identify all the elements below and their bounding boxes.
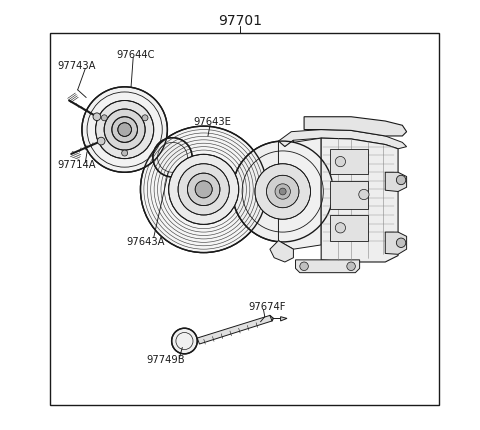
Circle shape bbox=[97, 137, 105, 145]
Circle shape bbox=[112, 117, 137, 142]
Bar bbox=[330, 181, 368, 209]
Circle shape bbox=[121, 150, 128, 156]
Bar bbox=[330, 149, 368, 175]
Bar bbox=[330, 215, 368, 241]
Circle shape bbox=[232, 141, 333, 242]
Text: 97701: 97701 bbox=[218, 14, 262, 28]
Circle shape bbox=[335, 223, 346, 233]
Circle shape bbox=[178, 164, 229, 215]
Circle shape bbox=[347, 262, 355, 270]
Circle shape bbox=[93, 113, 101, 120]
Polygon shape bbox=[278, 138, 321, 249]
Circle shape bbox=[396, 238, 406, 248]
Circle shape bbox=[118, 123, 132, 136]
Text: 97743A: 97743A bbox=[57, 61, 96, 71]
Circle shape bbox=[142, 115, 148, 121]
Polygon shape bbox=[304, 117, 407, 136]
Circle shape bbox=[195, 181, 212, 198]
Polygon shape bbox=[278, 129, 407, 149]
Circle shape bbox=[300, 262, 308, 270]
Polygon shape bbox=[281, 316, 287, 321]
Circle shape bbox=[101, 115, 108, 121]
Circle shape bbox=[359, 189, 369, 200]
Circle shape bbox=[279, 188, 286, 195]
Polygon shape bbox=[197, 315, 272, 344]
Text: 97714A: 97714A bbox=[57, 160, 96, 169]
Text: 97749B: 97749B bbox=[147, 355, 185, 365]
Text: 97674F: 97674F bbox=[249, 302, 286, 312]
Circle shape bbox=[104, 109, 145, 150]
Text: 97643E: 97643E bbox=[193, 117, 231, 127]
Circle shape bbox=[255, 164, 311, 219]
Polygon shape bbox=[385, 232, 407, 254]
Text: 97643A: 97643A bbox=[127, 237, 165, 247]
Circle shape bbox=[96, 101, 154, 159]
Circle shape bbox=[141, 126, 267, 252]
Circle shape bbox=[396, 175, 406, 184]
Polygon shape bbox=[270, 241, 293, 262]
Circle shape bbox=[168, 154, 239, 224]
Polygon shape bbox=[321, 138, 398, 262]
Circle shape bbox=[188, 173, 220, 206]
Circle shape bbox=[82, 87, 168, 172]
Circle shape bbox=[172, 328, 197, 354]
Polygon shape bbox=[385, 172, 407, 191]
Text: 97644C: 97644C bbox=[116, 50, 155, 60]
Bar bbox=[50, 34, 439, 405]
Circle shape bbox=[266, 175, 299, 208]
Circle shape bbox=[335, 157, 346, 167]
Polygon shape bbox=[296, 260, 360, 273]
Circle shape bbox=[153, 138, 192, 177]
Circle shape bbox=[275, 184, 290, 199]
